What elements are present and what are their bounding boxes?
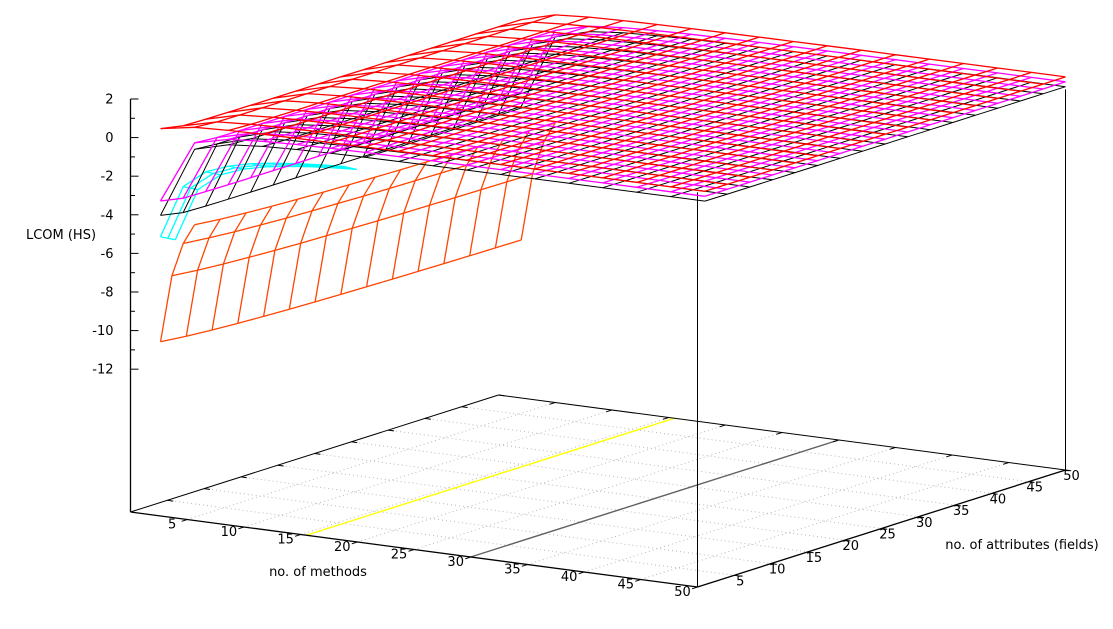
attributes-axis-title: no. of attributes (fields) [945,538,1098,553]
attributes-tick-label: 40 [990,492,1007,507]
methods-axis-title: no. of methods [269,565,367,580]
base-edges [130,394,1066,588]
methods-axis-title: no. of methods [269,565,367,580]
methods-tick-label: 25 [391,548,408,563]
z-tick-label: 2 [105,92,113,107]
methods-axis: 5 10 15 20 25 30 35 40 45 50 [168,518,698,600]
surface-cyan [159,162,357,241]
attributes-tick-label: 50 [1063,469,1080,484]
surface-red [160,14,1066,192]
attributes-tick-label: 35 [953,504,970,519]
methods-tick-label: 20 [334,540,351,555]
mirror-ticks [167,394,1066,502]
attributes-axis: 5 10 15 20 25 30 35 40 45 50 [734,469,1080,589]
z-axis-title: LCOM (HS) [26,228,96,243]
attributes-tick-label: 5 [736,574,744,589]
base-grid [167,402,1029,580]
methods-tick-label: 50 [674,585,691,600]
base-line-gray [470,439,839,558]
methods-tick-label: 35 [504,563,521,578]
z-tick-label: -8 [101,285,114,300]
base-line-yellow [306,417,675,536]
methods-tick-label: 10 [221,525,238,540]
attributes-tick-label: 10 [769,563,786,578]
methods-tick-label: 40 [561,570,578,585]
methods-tick-label: 30 [447,555,464,570]
z-axis-title: LCOM (HS) [26,228,96,243]
attributes-tick-label: 45 [1026,481,1043,496]
base-reference-lines [306,417,839,558]
box-verticals [697,89,1066,587]
z-tick-label: -6 [101,247,114,262]
methods-tick-label: 15 [277,533,294,548]
attributes-tick-label: 20 [842,539,859,554]
z-axis: 2 0 -2 -4 -6 -8 -10 -12 [92,92,139,512]
methods-tick-label: 5 [168,518,176,533]
methods-tick-label: 45 [618,578,635,593]
z-tick-label: -4 [101,208,114,223]
z-tick-label: -10 [92,324,113,339]
attributes-tick-label: 15 [806,551,823,566]
attributes-axis-title: no. of attributes (fields) [945,538,1098,553]
attributes-tick-label: 30 [916,516,933,531]
z-tick-label: -2 [101,170,114,185]
z-tick-label: -12 [92,363,113,378]
z-tick-label: 0 [105,131,113,146]
attributes-tick-label: 25 [879,528,896,543]
